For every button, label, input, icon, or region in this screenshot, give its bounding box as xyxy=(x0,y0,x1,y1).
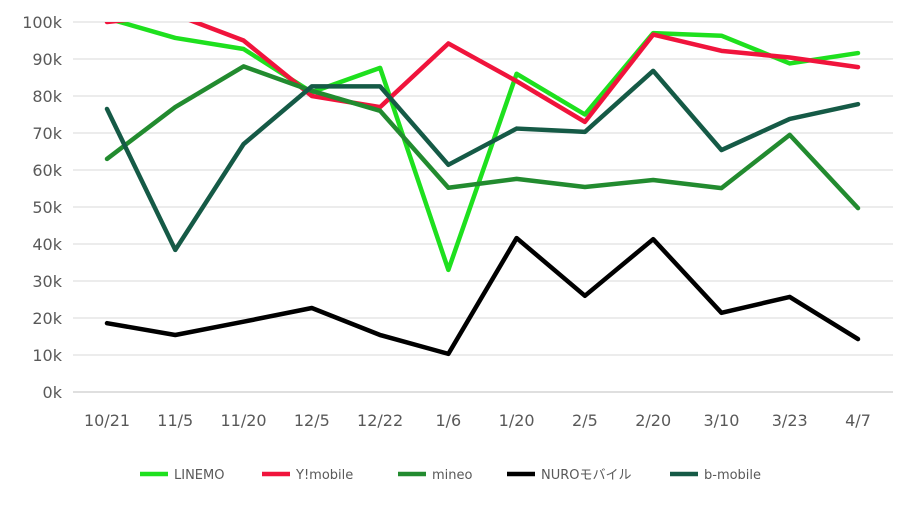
legend-label: LINEMO xyxy=(174,468,224,483)
legend-label: NUROモバイル xyxy=(541,468,632,483)
y-tick-label: 80k xyxy=(32,87,62,106)
x-tick-label: 12/5 xyxy=(294,411,330,430)
y-tick-label: 40k xyxy=(32,235,62,254)
series-line-LINEMO xyxy=(111,22,861,273)
series-line-Y!mobile xyxy=(104,22,861,125)
x-tick-label: 2/20 xyxy=(635,411,671,430)
x-tick-label: 12/22 xyxy=(357,411,403,430)
x-tick-label: 3/10 xyxy=(703,411,739,430)
y-tick-label: 60k xyxy=(32,161,62,180)
y-tick-label: 30k xyxy=(32,272,62,291)
x-tick-label: 3/23 xyxy=(772,411,808,430)
legend-label: b-mobile xyxy=(704,468,761,483)
series-line-b-mobile xyxy=(104,68,861,253)
y-tick-label: 50k xyxy=(32,198,62,217)
legend-label: mineo xyxy=(432,468,473,483)
x-tick-label: 10/21 xyxy=(84,411,130,430)
x-tick-label: 1/20 xyxy=(499,411,535,430)
series-line-mineo xyxy=(104,64,861,211)
y-tick-label: 10k xyxy=(32,346,62,365)
y-tick-label: 20k xyxy=(32,309,62,328)
series-line-NUROモバイル xyxy=(104,235,861,357)
legend-label: Y!mobile xyxy=(295,468,353,483)
y-tick-label: 0k xyxy=(43,383,63,402)
y-tick-label: 100k xyxy=(22,13,63,32)
y-tick-label: 70k xyxy=(32,124,62,143)
x-tick-label: 11/5 xyxy=(157,411,193,430)
x-tick-label: 11/20 xyxy=(220,411,266,430)
x-tick-label: 4/7 xyxy=(845,411,871,430)
y-tick-label: 90k xyxy=(32,50,62,69)
x-tick-label: 2/5 xyxy=(572,411,598,430)
x-tick-label: 1/6 xyxy=(435,411,461,430)
